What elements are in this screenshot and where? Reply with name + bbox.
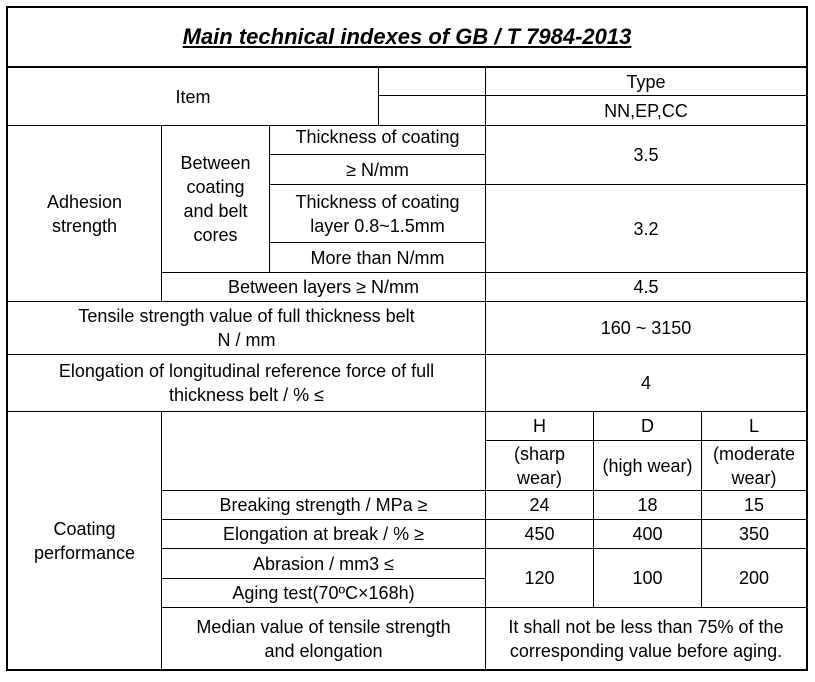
divider bbox=[378, 95, 808, 96]
header-type: Type bbox=[626, 71, 666, 92]
breaking-strength-d: 18 bbox=[637, 495, 658, 515]
between-layers-value: 4.5 bbox=[633, 277, 659, 297]
table-title: Main technical indexes of GB / T 7984-20… bbox=[182, 24, 632, 49]
divider bbox=[6, 66, 808, 68]
thick-coating-value: 3.2 bbox=[633, 218, 659, 239]
divider bbox=[593, 411, 594, 608]
elongation-break-label: Elongation at break / % ≥ bbox=[223, 524, 424, 544]
tensile-label: Tensile strength value of full thickness… bbox=[78, 306, 415, 350]
median-value: It shall not be less than 75% of the cor… bbox=[508, 616, 784, 661]
elongation-break-l: 350 bbox=[738, 524, 770, 544]
divider bbox=[6, 125, 808, 126]
divider bbox=[161, 411, 162, 670]
between-layers-label: Between layers ≥ N/mm bbox=[228, 277, 419, 297]
divider bbox=[485, 67, 486, 670]
divider bbox=[378, 67, 379, 125]
header-type-values: NN,EP,CC bbox=[604, 100, 688, 121]
adhesion-sub-label: Between coating and belt cores bbox=[180, 153, 251, 245]
grade-code-d: D bbox=[641, 416, 654, 436]
thick-coating-label-2: More than N/mm bbox=[310, 247, 445, 268]
breaking-strength-l: 15 bbox=[743, 495, 765, 515]
divider bbox=[269, 125, 270, 273]
divider bbox=[269, 242, 486, 243]
thin-coating-label-1: Thickness of coating bbox=[295, 127, 460, 147]
thin-coating-value: 3.5 bbox=[633, 145, 659, 165]
elongation-ref-label: Elongation of longitudinal reference for… bbox=[58, 361, 435, 405]
border-right bbox=[806, 6, 808, 671]
divider bbox=[486, 440, 808, 441]
adhesion-label: Adhesion strength bbox=[46, 191, 123, 236]
breaking-strength-h: 24 bbox=[529, 495, 550, 515]
abrasion-label: Abrasion / mm3 ≤ bbox=[253, 553, 394, 574]
divider bbox=[6, 411, 808, 412]
header-item: Item bbox=[175, 86, 211, 107]
aging-test-label: Aging test(70ºC×168h) bbox=[232, 583, 415, 603]
border-top bbox=[6, 6, 808, 8]
divider bbox=[161, 607, 808, 608]
divider bbox=[161, 272, 808, 273]
divider bbox=[269, 184, 808, 185]
breaking-strength-label: Breaking strength / MPa ≥ bbox=[219, 495, 428, 515]
divider bbox=[701, 411, 702, 608]
abrasion-h: 120 bbox=[524, 568, 555, 588]
divider bbox=[161, 519, 808, 520]
grade-desc-h: (sharp wear) bbox=[513, 443, 566, 488]
border-left bbox=[6, 6, 8, 671]
divider bbox=[6, 301, 808, 302]
border-bottom bbox=[6, 669, 808, 671]
grade-desc-l: (moderate wear) bbox=[712, 443, 796, 488]
tensile-value: 160 ~ 3150 bbox=[600, 318, 692, 338]
divider bbox=[161, 578, 486, 579]
abrasion-l: 200 bbox=[738, 568, 770, 588]
divider bbox=[269, 154, 486, 155]
divider bbox=[161, 548, 808, 549]
elongation-ref-value: 4 bbox=[640, 373, 651, 393]
elongation-break-h: 450 bbox=[524, 524, 555, 544]
median-label: Median value of tensile strength and elo… bbox=[196, 616, 451, 661]
thin-coating-label-2: ≥ N/mm bbox=[346, 159, 409, 180]
abrasion-d: 100 bbox=[632, 568, 663, 588]
divider bbox=[161, 125, 162, 301]
divider bbox=[6, 354, 808, 355]
thick-coating-label-1: Thickness of coating layer 0.8~1.5mm bbox=[295, 191, 460, 236]
grade-code-l: L bbox=[748, 416, 759, 436]
grade-desc-d: (high wear) bbox=[602, 455, 693, 476]
divider bbox=[161, 490, 808, 491]
elongation-break-d: 400 bbox=[632, 524, 663, 544]
grade-code-h: H bbox=[533, 416, 546, 436]
coating-label: Coating performance bbox=[33, 518, 136, 563]
